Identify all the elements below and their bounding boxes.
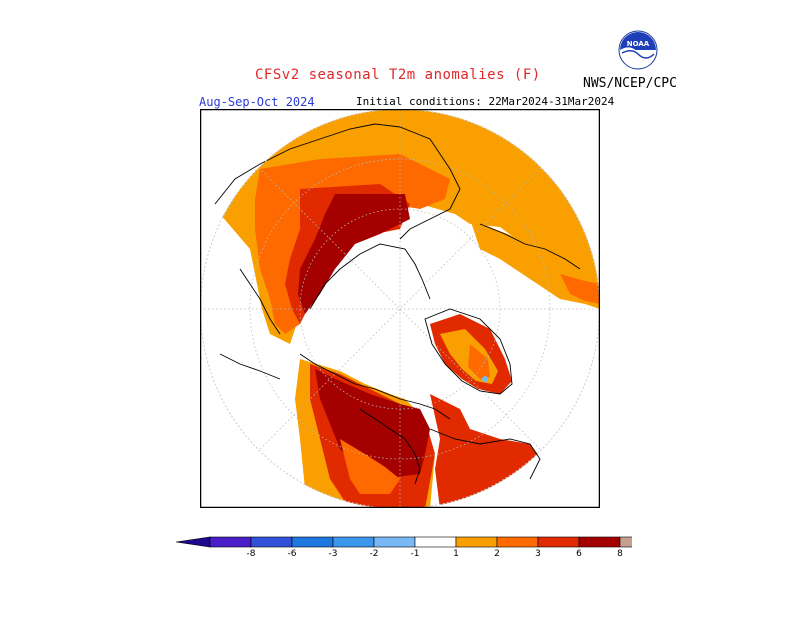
noaa-logo: NOAA xyxy=(618,30,658,70)
anomaly-region-eurasia-darkred xyxy=(298,194,410,314)
legend-swatch xyxy=(291,536,334,548)
legend-swatch xyxy=(209,536,252,548)
legend-tick-label: -3 xyxy=(329,549,338,559)
legend-swatch xyxy=(332,536,375,548)
legend-tick-label: -8 xyxy=(247,549,256,559)
legend-swatch xyxy=(414,536,457,548)
initial-conditions-label: Initial conditions: 22Mar2024-31Mar2024 xyxy=(356,95,615,108)
graticule xyxy=(200,109,600,508)
anomaly-region-fareast-redorange xyxy=(560,274,600,304)
legend-tick-label: -1 xyxy=(411,549,420,559)
legend-tick-label: 1 xyxy=(453,549,459,559)
season-label: Aug-Sep-Oct 2024 xyxy=(199,95,315,109)
anomaly-field xyxy=(215,109,600,508)
coastlines xyxy=(214,123,581,485)
legend-swatch xyxy=(455,536,498,548)
legend-swatch xyxy=(373,536,416,548)
map-title: CFSv2 seasonal T2m anomalies (F) xyxy=(255,67,541,83)
legend-swatch xyxy=(537,536,580,548)
legend-swatch xyxy=(250,536,293,548)
color-legend: -8 -6 -3 -2 -1 1 2 3 6 8 xyxy=(175,536,632,559)
legend-tick-label: 8 xyxy=(617,549,623,559)
legend-tick-label: -6 xyxy=(288,549,297,559)
legend-swatch xyxy=(619,536,632,548)
legend-tick-label: -2 xyxy=(370,549,379,559)
anomaly-map xyxy=(200,109,600,508)
legend-swatch xyxy=(496,536,539,548)
anomaly-region-canada-redorange xyxy=(340,439,400,494)
legend-tick-label: 2 xyxy=(494,549,500,559)
agency-label: NWS/NCEP/CPC xyxy=(583,76,677,91)
anomaly-region-greenland-redorange xyxy=(468,344,490,379)
legend-tick-label: 3 xyxy=(535,549,541,559)
anomaly-region-arctic-lightblue xyxy=(482,376,488,382)
legend-swatch xyxy=(578,536,621,548)
legend-arrow-low xyxy=(175,536,211,548)
noaa-logo-text: NOAA xyxy=(627,40,650,48)
legend-tick-label: 6 xyxy=(576,549,582,559)
